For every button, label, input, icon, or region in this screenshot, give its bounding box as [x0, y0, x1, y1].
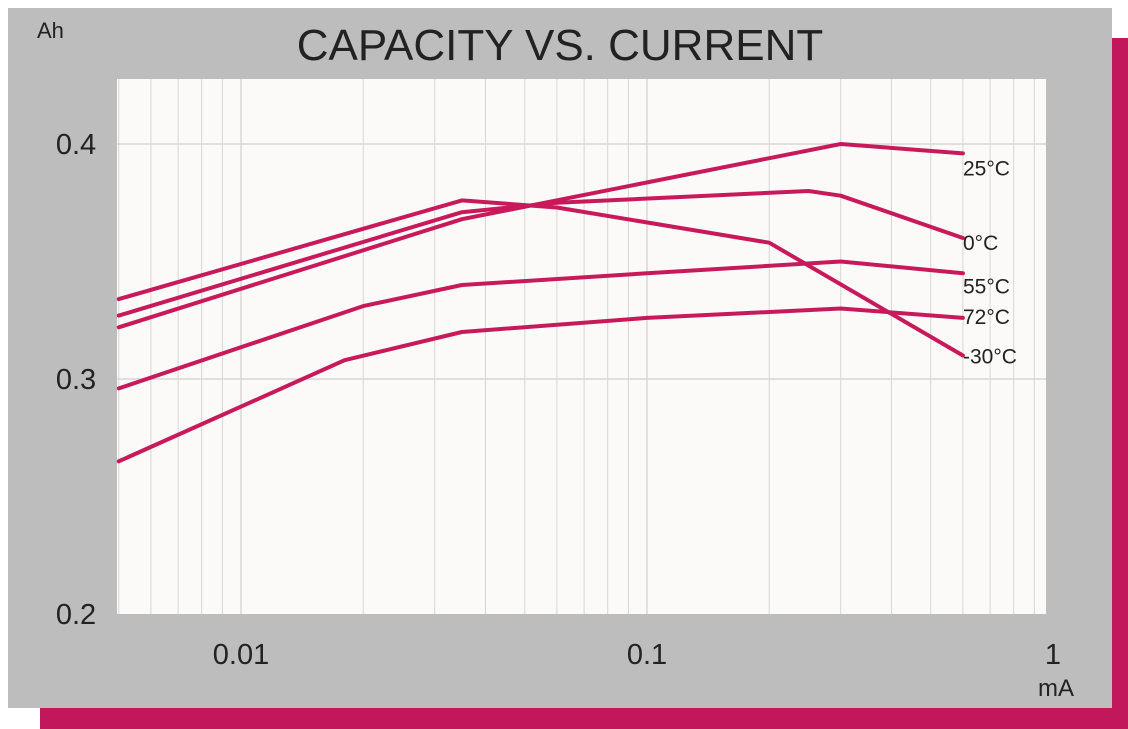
- y-tick-labels: 0.4 0.3 0.2: [56, 129, 96, 631]
- series-line-3: [116, 306, 965, 464]
- series-line-0: [116, 142, 965, 330]
- series-line-1: [116, 189, 965, 318]
- series-labels: 25°C 0°C 55°C 72°C -30°C: [963, 157, 1017, 368]
- x-tick-label: 1: [1045, 639, 1061, 671]
- y-tick-label: 0.4: [56, 129, 96, 161]
- x-tick-label: 0.01: [213, 639, 269, 671]
- chart-title: CAPACITY VS. CURRENT: [297, 21, 823, 70]
- y-tick-label: 0.3: [56, 364, 96, 396]
- y-tick-label: 0.2: [56, 599, 96, 631]
- series-label-1: 0°C: [963, 232, 998, 255]
- series-line-2: [116, 259, 965, 391]
- series-label-0: 25°C: [963, 157, 1010, 180]
- series-line-4: [116, 198, 965, 358]
- series-label-4: -30°C: [963, 346, 1017, 369]
- plot-area: [117, 79, 1046, 614]
- y-axis-label: Ah: [37, 18, 64, 43]
- grid: [117, 79, 1046, 614]
- x-tick-labels: 0.01 0.1 1: [213, 639, 1061, 671]
- series-group: [116, 142, 965, 464]
- x-axis-label: mA: [1038, 675, 1074, 702]
- series-label-3: 72°C: [963, 306, 1010, 329]
- x-tick-label: 0.1: [627, 639, 667, 671]
- series-label-2: 55°C: [963, 275, 1010, 298]
